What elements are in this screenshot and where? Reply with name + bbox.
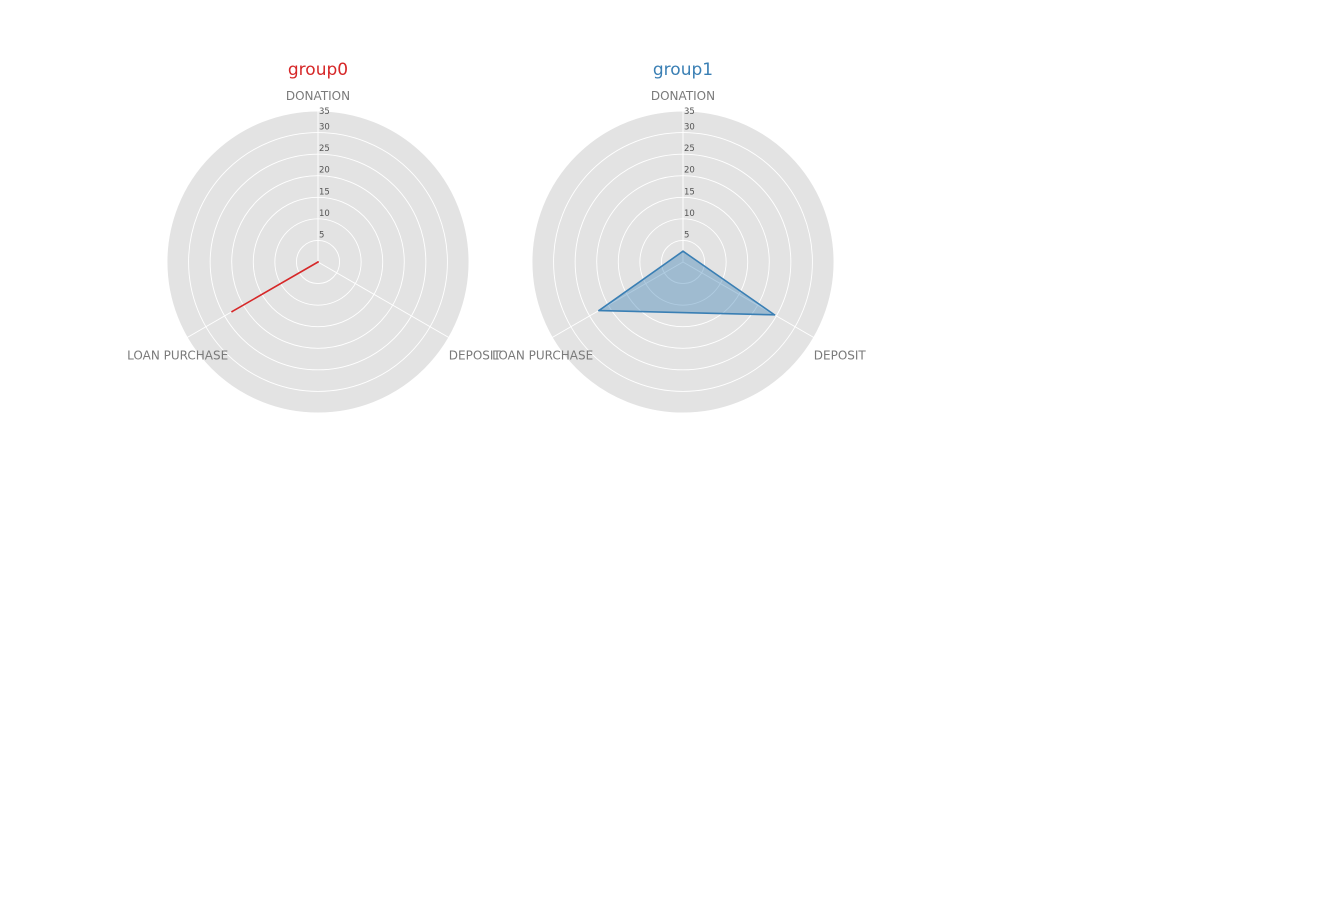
radial-tick-label: 15 (684, 187, 695, 197)
chart-title: group0 (288, 60, 348, 80)
category-label: DONATION (286, 89, 350, 103)
radial-tick-label: 10 (319, 209, 330, 219)
radial-tick-label: 35 (319, 107, 330, 117)
radial-tick-label: 15 (319, 187, 330, 197)
radial-tick-label: 10 (684, 209, 695, 219)
radial-tick-label: 35 (684, 107, 695, 117)
radial-tick-label: 20 (319, 166, 330, 176)
radial-tick-label: 20 (684, 166, 695, 176)
radar-panel-group0: 5 10 15 20 25 30 35 DONATION DEPOSIT LOAN PURCHAS… (127, 60, 502, 414)
radar-spoke (317, 261, 449, 338)
radial-tick-label: 25 (319, 144, 330, 154)
radial-tick-label: 30 (684, 123, 695, 133)
category-label: DONATION (651, 89, 715, 103)
radar-data-point (682, 250, 684, 253)
radial-tick-label: 5 (684, 230, 689, 240)
radar-data-point (773, 314, 776, 316)
category-label: DEPOSIT (814, 349, 867, 363)
radar-data-point (317, 261, 319, 263)
radial-tick-label: 5 (319, 230, 324, 240)
radar-spoke (552, 261, 684, 338)
radial-tick-label: 25 (684, 144, 695, 154)
category-label: DEPOSIT (449, 349, 502, 363)
radial-tick-label: 30 (319, 123, 330, 133)
chart-title: group1 (653, 60, 713, 80)
radar-series-polygon (598, 250, 776, 316)
radar-panel-group1: 5 10 15 20 25 30 35 DONATION DEPOSIT LOAN PURCHAS… (492, 60, 867, 414)
radar-spoke (682, 261, 814, 338)
category-label: LOAN PURCHASE (127, 349, 228, 363)
radar-data-point (598, 309, 600, 312)
category-label: LOAN PURCHASE (492, 349, 593, 363)
radar-data-point (231, 310, 233, 313)
